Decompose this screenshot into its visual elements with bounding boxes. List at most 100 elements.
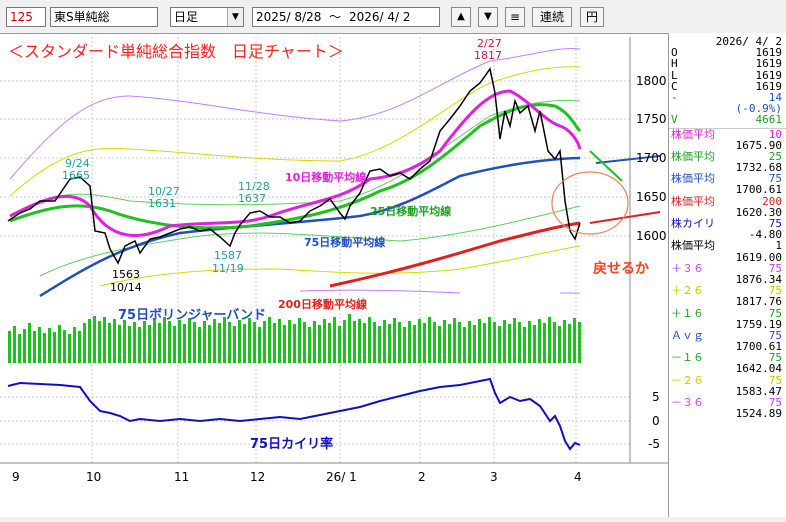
- indicator-plus1: ＋１６ 75: [671, 306, 782, 320]
- period-select[interactable]: 日足 ▼: [170, 7, 244, 27]
- svg-text:1600: 1600: [636, 229, 667, 243]
- bollinger-label: 75日ボリンジャーバンド: [118, 307, 266, 323]
- indicator-plus2: ＋２６ 75: [671, 284, 782, 298]
- ma25-line: [9, 103, 582, 230]
- chart-svg: 1800 1750 1700 1650 1600 5 0 -5 9 10 11 …: [0, 37, 668, 484]
- comment-label: 戻せるか: [592, 260, 649, 277]
- low2-value: 1587: [214, 249, 242, 262]
- indicator-avg-value: 1700.61: [735, 340, 782, 354]
- panel-date: 2026/ 4/ 2: [715, 35, 782, 48]
- ohlc-close: C 1619: [671, 79, 782, 93]
- indicator-minus3: －３６ 75: [671, 396, 782, 409]
- ma200-line: [329, 221, 581, 288]
- indicator-minus1-value: 1642.04: [735, 362, 782, 376]
- link-button[interactable]: 連続: [532, 7, 572, 27]
- band-plus3: [9, 47, 581, 180]
- svg-text:11: 11: [174, 470, 189, 484]
- date-tilde: ～: [329, 10, 342, 24]
- peak-date-label: 2/27: [477, 37, 502, 50]
- yen-button[interactable]: 円: [580, 7, 604, 27]
- indicator-list: 株価平均 10 1675.90 株価平均 25 1732.68 株価平均 75 170…: [669, 127, 786, 419]
- volume-bars: [8, 314, 581, 363]
- chart-area[interactable]: 1800 1750 1700 1650 1600 5 0 -5 9 10 11 …: [0, 33, 668, 517]
- high1-value: 1665: [62, 169, 90, 182]
- indicator-ma1-value: 1619.00: [735, 250, 782, 264]
- scroll-down-button[interactable]: ▼: [478, 7, 498, 27]
- date-range-input[interactable]: 2025/ 8/28 ～ 2026/ 4/ 2: [252, 7, 440, 27]
- volume-value: V 4661: [671, 113, 782, 127]
- svg-text:0: 0: [652, 414, 660, 428]
- indicator-ma10-value: 1675.90: [735, 138, 782, 152]
- peak-value-label: 1817: [474, 49, 502, 62]
- low2-date: 11/19: [212, 262, 244, 275]
- high3-date: 11/28: [238, 180, 270, 193]
- low1-value: 1563: [112, 268, 140, 281]
- chevron-down-icon: ▼: [227, 8, 243, 26]
- svg-text:1700: 1700: [636, 151, 667, 165]
- high2-value: 1631: [148, 197, 176, 210]
- chart-title: ＜スタンダード単純総合指数 日足チャート＞: [8, 42, 344, 61]
- trend-line-red: [589, 211, 661, 224]
- change-value: -14: [671, 90, 782, 104]
- ohlc-low: L 1619: [671, 68, 782, 82]
- ma75-label: 75日移動平均線: [304, 235, 385, 249]
- scroll-up-button[interactable]: ▲: [451, 7, 471, 27]
- menu-button[interactable]: ≡: [505, 7, 525, 27]
- indicator-ma200: 株価平均 200: [671, 194, 782, 208]
- x-axis-ticks: 9 10 11 12 26/ 1 2 3 4: [12, 470, 582, 484]
- data-panel: 2026/ 4/ 2 O 1619 H 1619 L 1619 C 1619 -14 (…: [668, 33, 786, 517]
- indicator-minus1: －１６ 75: [671, 351, 782, 365]
- period-label: 日足: [174, 10, 199, 24]
- svg-text:1800: 1800: [636, 74, 667, 88]
- svg-text:5: 5: [652, 390, 660, 404]
- svg-text:10: 10: [86, 470, 101, 484]
- svg-text:3: 3: [490, 470, 498, 484]
- trend-line-green: [589, 150, 623, 182]
- date-from: 2025/ 8/28: [256, 10, 322, 24]
- indicator-ma75: 株価平均 75: [671, 172, 782, 186]
- low1-date: 10/14: [110, 281, 142, 294]
- band-minus1: [39, 205, 581, 277]
- grid: [0, 37, 630, 463]
- indicator-ma200-value: 1620.30: [735, 205, 782, 219]
- indicator-plus3-value: 1876.34: [735, 272, 782, 286]
- date-to: 2026/ 4/ 2: [349, 10, 411, 24]
- kairi-label: 75日カイリ率: [250, 436, 333, 452]
- svg-text:1750: 1750: [636, 112, 667, 126]
- indicator-ma10: 株価平均 10: [671, 127, 782, 141]
- band-minus2: [99, 245, 581, 287]
- high2-date: 10/27: [148, 185, 180, 198]
- trend-line-blue: [595, 155, 661, 164]
- indicator-ma25: 株価平均 25: [671, 149, 782, 163]
- svg-text:26/ 1: 26/ 1: [326, 470, 357, 484]
- price-line: [7, 67, 581, 265]
- svg-text:2: 2: [418, 470, 426, 484]
- kairi-line: [7, 377, 581, 451]
- code-input[interactable]: 125: [6, 7, 46, 27]
- y-axis-ticks: 1800 1750 1700 1650 1600 5 0 -5: [636, 74, 667, 451]
- indicator-ma25-value: 1732.68: [735, 161, 782, 175]
- indicator-kairi-value: -4.80: [748, 228, 782, 242]
- high1-date: 9/24: [65, 157, 90, 170]
- band-plus2: [9, 66, 581, 197]
- name-input[interactable]: 東S単純総: [50, 7, 158, 27]
- indicator-kairi: 株カイリ 75: [671, 217, 782, 230]
- svg-text:1650: 1650: [636, 190, 667, 204]
- ma75-line: [39, 156, 581, 298]
- ma25-label: 25日移動平均線: [370, 204, 451, 218]
- indicator-ma1: 株価平均 1: [671, 239, 782, 253]
- indicator-avg: Ａｖｇ 75: [671, 328, 782, 342]
- high3-value: 1637: [238, 192, 266, 205]
- indicator-minus2: －２６ 75: [671, 373, 782, 387]
- svg-text:-5: -5: [648, 437, 660, 451]
- svg-text:4: 4: [574, 470, 582, 484]
- indicator-plus1-value: 1759.19: [735, 317, 782, 331]
- svg-text:12: 12: [250, 470, 265, 484]
- ohlc-high: H 1619: [671, 57, 782, 71]
- ohlc-open: O 1619: [671, 46, 782, 60]
- indicator-ma75-value: 1700.61: [735, 183, 782, 197]
- indicator-minus2-value: 1583.47: [735, 384, 782, 398]
- indicator-plus3: ＋３６ 75: [671, 261, 782, 275]
- ma10-line: [9, 89, 582, 237]
- ma10-label: 10日移動平均線: [285, 170, 366, 184]
